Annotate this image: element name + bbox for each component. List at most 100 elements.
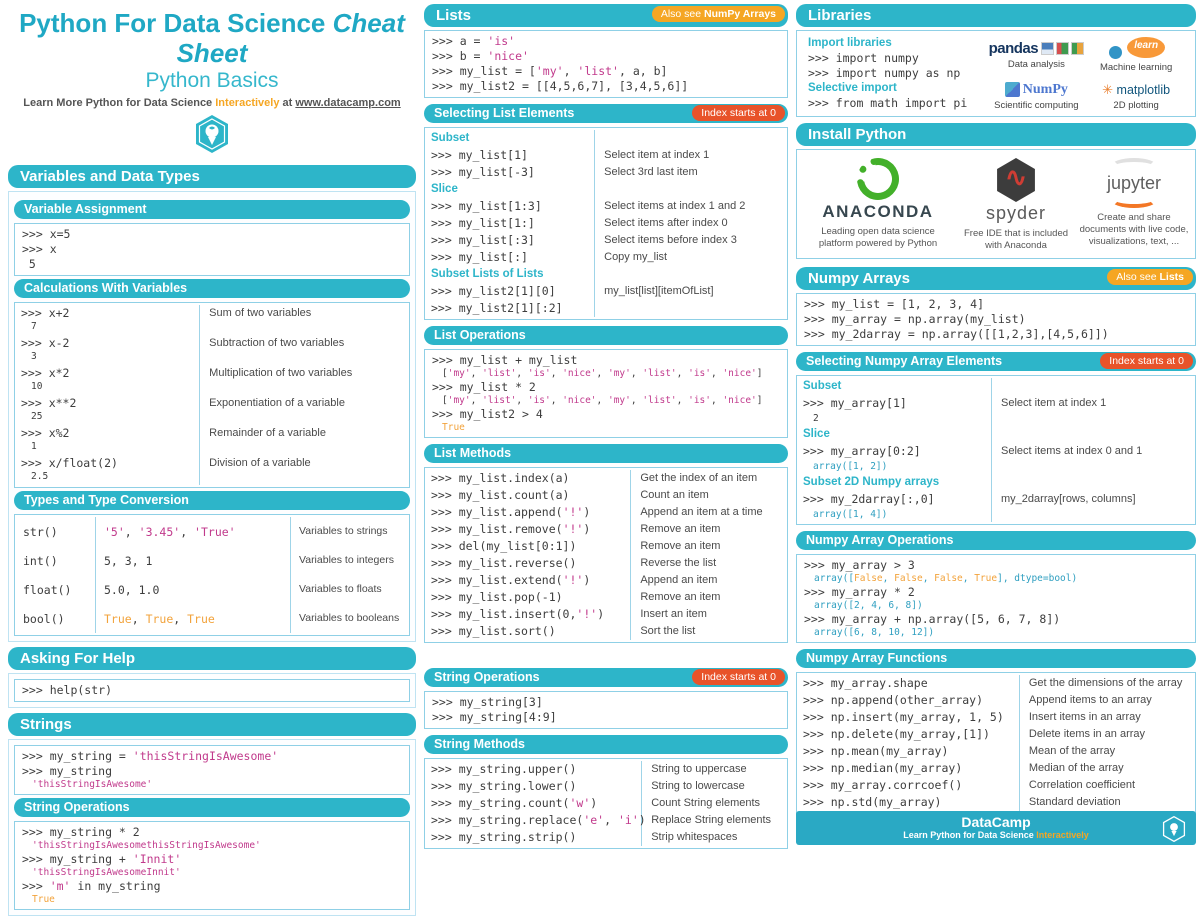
subsection-string-methods: String Methods [424, 735, 788, 754]
subsection-string-operations-left: String Operations [14, 798, 410, 817]
code-segment: >>> my_list.sort() [431, 624, 556, 638]
subsection-list-operations: List Operations [424, 326, 788, 345]
code-segment: 'my' [607, 368, 631, 379]
code-segment: True [104, 611, 132, 626]
code-segment: 'nice' [487, 49, 529, 63]
subsection-label: List Operations [434, 328, 526, 342]
code-segment: 'm' [49, 879, 71, 893]
function-cell: float() [23, 582, 72, 597]
code-segment: 'i' [617, 813, 639, 827]
code-cell: >>> my_array[1] [797, 395, 993, 412]
table-row: Slice [425, 181, 787, 198]
code-segment: 'is' [688, 395, 711, 406]
code-box-strings-intro: >>> my_string = 'thisStringIsAwesome' >>>… [14, 745, 410, 795]
code-box-numpy-arrays: >>> my_list = [1, 2, 3, 4] >>> my_array =… [796, 293, 1196, 346]
badge-strong: Lists [1159, 271, 1184, 283]
code-segment: 25 [31, 411, 43, 422]
code-segment: ] [756, 395, 763, 406]
table-row: Subset [425, 130, 787, 147]
matplotlib-logo-icon: ✳ matplotlib [1102, 81, 1171, 97]
desc-cell [992, 426, 1195, 443]
code-segment: , [596, 395, 608, 406]
section-variables: Variable Assignment >>> x=5 >>> x 5 Calcu… [8, 191, 416, 642]
code-segment: '!' [562, 573, 584, 587]
code-segment: True [32, 894, 55, 905]
code-line: >>> my_list[1] [431, 148, 588, 163]
table-row: array([1, 2]) [797, 460, 1195, 474]
desc-cell: Exponentiation of a variable [209, 397, 345, 409]
table-row: >>> my_list.index(a) Get the index of an … [425, 470, 787, 487]
code-segment: array([1, 2]) [813, 461, 888, 472]
group-label: Slice [431, 183, 458, 195]
desc-cell: Replace String elements [651, 814, 772, 826]
code-box-variable-assignment: >>> x=5 >>> x 5 [14, 223, 410, 276]
desc-cell: Select 3rd last item [604, 166, 698, 178]
code-line: >>> my_string = 'thisStringIsAwesome' [22, 749, 402, 764]
section-title-numpy-arrays: Numpy Arrays Also see Lists [796, 267, 1196, 290]
code-cell: >>> np.insert(my_array, 1, 5) [797, 709, 1020, 726]
footer-tagline-highlight: Interactively [1036, 830, 1089, 840]
code-line: >>> my_list[1:] [431, 216, 588, 231]
code-line: >>> del(my_list[0:1]) [431, 539, 624, 554]
desc-cell: Get the dimensions of the array [1028, 677, 1183, 689]
code-line: >>> my_list + my_list [432, 353, 780, 368]
right-column: Libraries Import libraries >>> import nu… [796, 4, 1196, 814]
code-segment: >>> a = [432, 34, 488, 48]
code-cell: Subset [425, 130, 596, 147]
code-box-string-operations-mid: >>> my_string[3] >>> my_string[4:9] [424, 691, 788, 729]
code-segment: >>> my_array.shape [803, 676, 928, 690]
table-row: Subset 2D Numpy arrays [797, 474, 1195, 491]
desc-cell: Append an item [640, 574, 718, 586]
code-cell: >>> my_list2[1][:2] [425, 300, 596, 317]
code-segment: ) [638, 813, 646, 827]
code-segment: , [630, 368, 643, 379]
group-label: Subset Lists of Lists [431, 268, 544, 280]
subsection-label: String Methods [434, 737, 525, 751]
table-row: >>> my_list[-3] Select 3rd last item [425, 164, 787, 181]
subsection-variable-assignment: Variable Assignment [14, 200, 410, 219]
code-line: >>> my_list2 = [[4,5,6,7], [3,4,5,6]] [432, 79, 780, 94]
logo-caption: Machine learning [1099, 62, 1173, 74]
code-segment: , [180, 524, 195, 539]
code-line: >>> my_array[0:2] [803, 444, 985, 459]
code-cell: >>> del(my_list[0:1]) [425, 538, 632, 555]
install-box: ANACONDA Leading open data science platf… [796, 149, 1196, 259]
desc-cell: Select item at index 1 [1001, 397, 1107, 409]
datacamp-link[interactable]: www.datacamp.com [295, 97, 401, 109]
output-line: 'thisStringIsAwesomethisStringIsAwesome' [22, 840, 402, 852]
code-segment: , [550, 368, 563, 379]
code-segment: >>> my_2darray[:,0] [803, 492, 935, 506]
code-line: >>> my_array[1] [803, 396, 985, 411]
code-segment: 'thisStringIsAwesomeInnit' [32, 867, 181, 878]
code-segment: >>> my_string.count( [431, 796, 570, 810]
code-segment: >>> my_list2 > 4 [432, 407, 543, 421]
output-line: ['my', 'list', 'is', 'nice', 'my', 'list… [432, 368, 780, 380]
code-cell: >>> my_list[-3] [425, 164, 596, 181]
table-row: >>> my_array.corrcoef() Correlation coeff… [797, 777, 1195, 794]
desc-cell: Variables to integers [299, 554, 394, 566]
logo-caption: Create and share documents with live cod… [1079, 212, 1189, 247]
code-line: >>> x=5 [22, 227, 402, 242]
code-segment: >>> my_string * 2 [22, 825, 140, 839]
section-title-variables: Variables and Data Types [8, 165, 416, 188]
code-segment: 'is' [527, 395, 551, 406]
code-cell: Slice [797, 426, 993, 443]
table-row: >>> my_list2[1][0] my_list[list][itemOfLi… [425, 283, 787, 300]
output-line: 7 [21, 321, 193, 333]
code-cell: >>> my_array[0:2] [797, 443, 993, 460]
output-line: True [22, 894, 402, 906]
code-segment: >>> np.append(other_array) [803, 693, 984, 707]
table-row: >>> my_list.pop(-1) Remove an item [425, 589, 787, 606]
table-row: >>> x*2 10 Multiplication of two variables [15, 365, 409, 395]
tagline-highlight: Interactively [215, 97, 280, 109]
desc-cell: Get the index of an item [640, 472, 758, 484]
code-segment: >>> my_2darray = np.array([[1,2,3],[4,5,… [804, 327, 1109, 341]
code-segment: , [563, 64, 578, 78]
code-cell: >>> np.mean(my_array) [797, 743, 1020, 760]
code-cell: array([1, 2]) [797, 460, 993, 474]
code-segment: >>> my_list.extend( [431, 573, 563, 587]
code-segment: 7 [31, 321, 37, 332]
code-line: >>> x**2 [21, 396, 193, 411]
code-segment: >>> import numpy as np [808, 66, 961, 80]
tagline: Learn More Python for Data Science Inter… [8, 96, 416, 111]
